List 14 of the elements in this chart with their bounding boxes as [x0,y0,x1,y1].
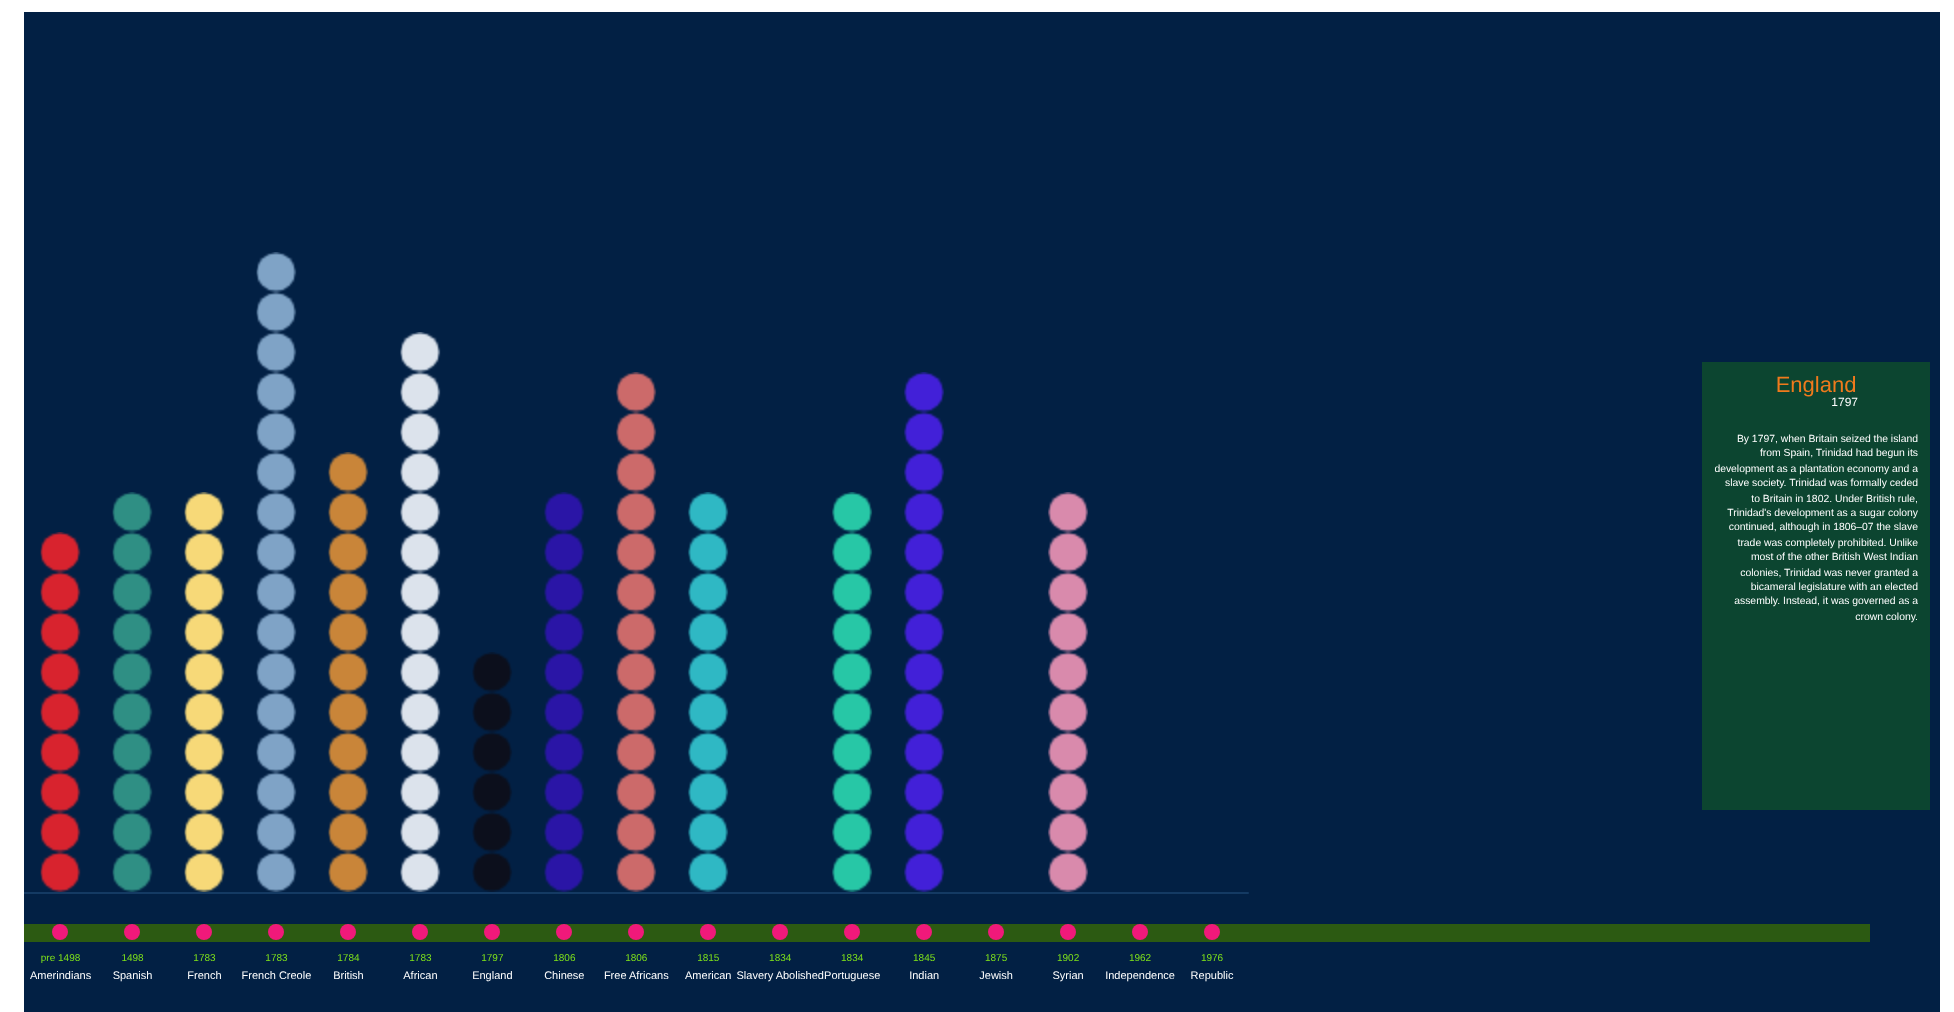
bar [832,492,873,892]
bar [184,492,225,892]
bar [328,452,369,892]
text: England [1773,374,1857,398]
bar [40,532,81,892]
bar [688,492,729,892]
bar [616,372,657,892]
bar [472,652,513,892]
bar [400,332,441,892]
bar [112,492,153,892]
bar [256,252,297,892]
bar [544,492,585,892]
bar [904,372,945,892]
bar [1048,492,1089,892]
